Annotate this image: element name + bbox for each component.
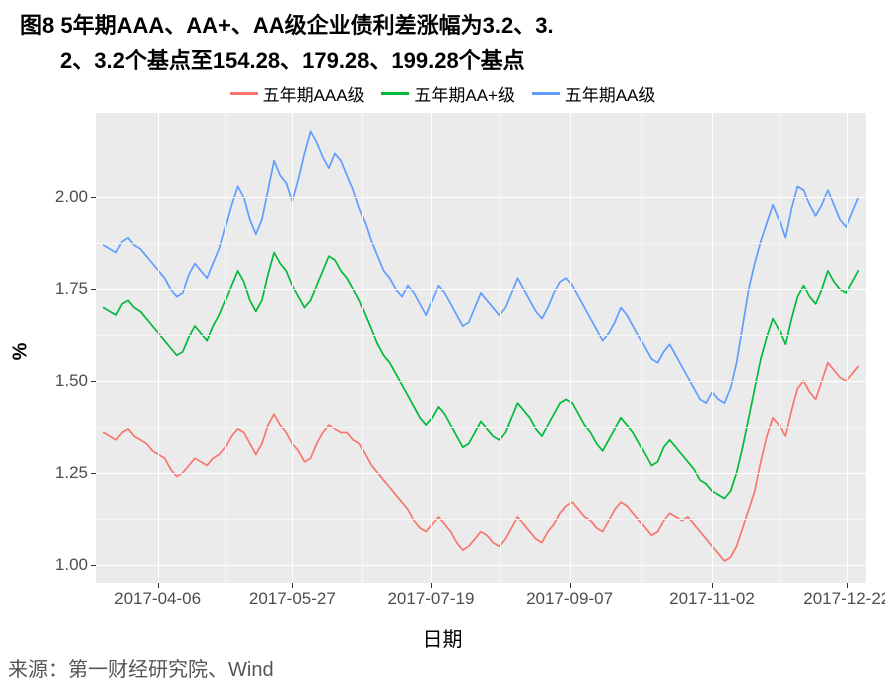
tick-y (91, 473, 96, 474)
minor-grid-x (779, 113, 780, 583)
legend-label-aa: 五年期AA级 (565, 81, 656, 106)
y-tick-label: 1.50 (55, 371, 88, 391)
title-line-1: 图8 5年期AAA、AA+、AA级企业债利差涨幅为3.2、3. (20, 8, 865, 43)
y-tick-label: 1.25 (55, 463, 88, 483)
tick-y (91, 197, 96, 198)
minor-grid-x (225, 113, 226, 583)
x-tick-label: 2017-12-22 (803, 589, 885, 609)
line-series-svg (96, 113, 866, 583)
line-series-aaa (104, 363, 859, 561)
x-tick-label: 2017-11-02 (669, 589, 755, 609)
gridline-y (96, 289, 866, 290)
minor-grid-x (500, 113, 501, 583)
gridline-y (96, 473, 866, 474)
legend-item-aaa: 五年期AAA级 (230, 81, 365, 106)
line-series-aa (104, 131, 859, 403)
gridline-x (292, 113, 293, 583)
tick-x (570, 583, 571, 588)
minor-grid-y (96, 243, 866, 244)
legend-item-aaplus: 五年期AA+级 (381, 81, 515, 106)
gridline-x (158, 113, 159, 583)
minor-grid-y (96, 519, 866, 520)
legend: 五年期AAA级 五年期AA+级 五年期AA级 (0, 80, 885, 106)
gridline-y (96, 565, 866, 566)
tick-x (847, 583, 848, 588)
gridline-x (431, 113, 432, 583)
gridline-y (96, 197, 866, 198)
legend-swatch-aa (532, 92, 560, 95)
x-axis-title: 日期 (0, 623, 885, 652)
plot-panel: 1.001.251.501.752.002017-04-062017-05-27… (95, 112, 867, 584)
minor-grid-y (96, 335, 866, 336)
x-tick-label: 2017-05-27 (249, 589, 336, 609)
gridline-x (570, 113, 571, 583)
x-tick-label: 2017-07-19 (387, 589, 474, 609)
minor-grid-x (362, 113, 363, 583)
tick-y (91, 289, 96, 290)
legend-swatch-aaa (230, 92, 258, 95)
y-tick-label: 1.00 (55, 555, 88, 575)
tick-x (158, 583, 159, 588)
y-axis-title: % (9, 343, 32, 361)
chart-title: 图8 5年期AAA、AA+、AA级企业债利差涨幅为3.2、3. 2、3.2个基点… (0, 0, 885, 78)
tick-x (712, 583, 713, 588)
legend-swatch-aaplus (381, 92, 409, 95)
gridline-y (96, 381, 866, 382)
y-tick-label: 2.00 (55, 187, 88, 207)
title-line-2: 2、3.2个基点至154.28、179.28、199.28个基点 (20, 43, 865, 78)
source-text: 来源：第一财经研究院、Wind (8, 653, 274, 682)
legend-item-aa: 五年期AA级 (532, 81, 656, 106)
legend-label-aaplus: 五年期AA+级 (414, 81, 515, 106)
tick-y (91, 565, 96, 566)
minor-grid-y (96, 427, 866, 428)
x-tick-label: 2017-09-07 (526, 589, 613, 609)
x-tick-label: 2017-04-06 (114, 589, 201, 609)
tick-y (91, 381, 96, 382)
chart-container: 图8 5年期AAA、AA+、AA级企业债利差涨幅为3.2、3. 2、3.2个基点… (0, 0, 885, 688)
tick-x (292, 583, 293, 588)
legend-label-aaa: 五年期AAA级 (263, 81, 365, 106)
tick-x (431, 583, 432, 588)
gridline-x (847, 113, 848, 583)
gridline-x (712, 113, 713, 583)
y-tick-label: 1.75 (55, 279, 88, 299)
minor-grid-x (641, 113, 642, 583)
